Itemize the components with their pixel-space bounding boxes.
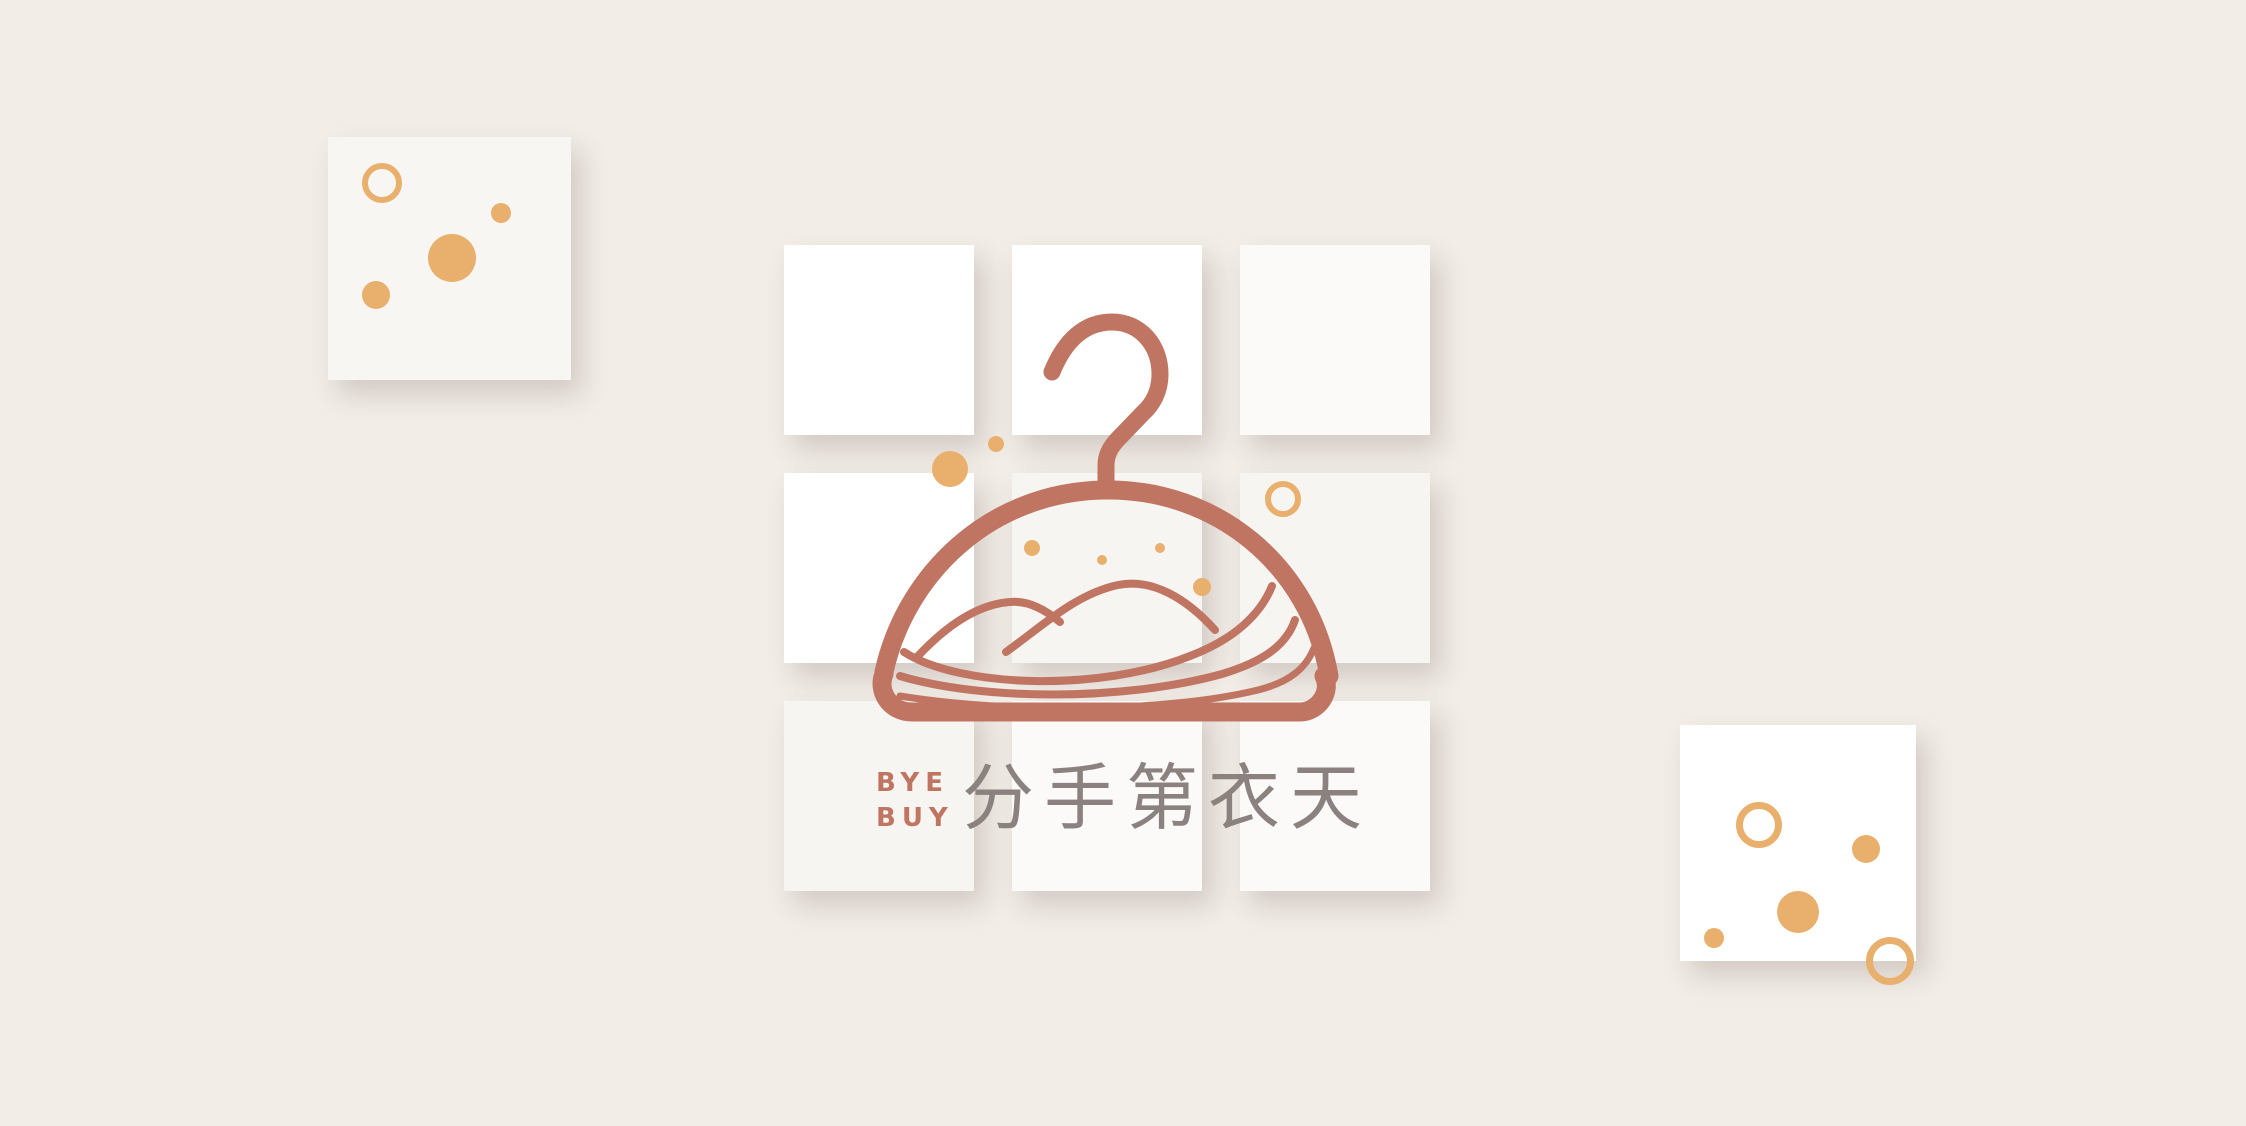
decor-dot-icon [1852,835,1880,863]
decor-dot-icon [491,203,511,223]
grid-tile [1240,245,1430,435]
decor-dot-icon [1777,891,1819,933]
brand-english-name: BYE BUY [876,766,954,836]
logo-dots-icon [932,436,1211,596]
grid-tile [1012,245,1202,435]
grid-tile [1240,701,1430,891]
brand-chinese-name: 分手第衣天 [962,756,1373,840]
brand-english-line-1: BYE [876,768,949,798]
decor-dot-icon [1704,928,1724,948]
grid-tile [784,245,974,435]
decor-ring-icon [1866,937,1914,985]
decor-dot-icon [362,281,390,309]
decor-ring-icon [362,163,402,203]
logo-ring-icon [1265,481,1301,517]
grid-tile [784,701,974,891]
decor-dot-icon [428,234,476,282]
brand-english-line-2: BUY [876,803,954,833]
decor-ring-icon [1736,802,1782,848]
grid-tile [1012,701,1202,891]
